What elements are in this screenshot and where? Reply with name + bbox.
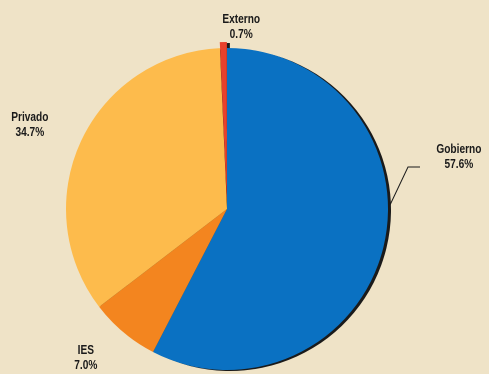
slice-privado (66, 48, 227, 307)
slice-ies (99, 209, 227, 352)
label-privado-name: Privado (11, 109, 49, 124)
label-externo: Externo 0.7% (222, 11, 260, 41)
label-ies-value: 7.0% (74, 357, 98, 372)
label-externo-value: 0.7% (229, 26, 253, 41)
label-privado: Privado 34.7% (11, 109, 48, 139)
leader-line-gobierno (389, 166, 420, 206)
label-ies: IES 7.0% (74, 342, 97, 372)
label-gobierno: Gobierno 57.6% (436, 141, 481, 171)
label-gobierno-name: Gobierno (436, 141, 482, 156)
label-privado-value: 34.7% (15, 124, 45, 139)
label-gobierno-value: 57.6% (444, 156, 474, 171)
label-externo-name: Externo (222, 11, 261, 26)
slice-externo (219, 42, 227, 204)
slice-gobierno (153, 48, 389, 370)
label-ies-name: IES (77, 342, 94, 357)
